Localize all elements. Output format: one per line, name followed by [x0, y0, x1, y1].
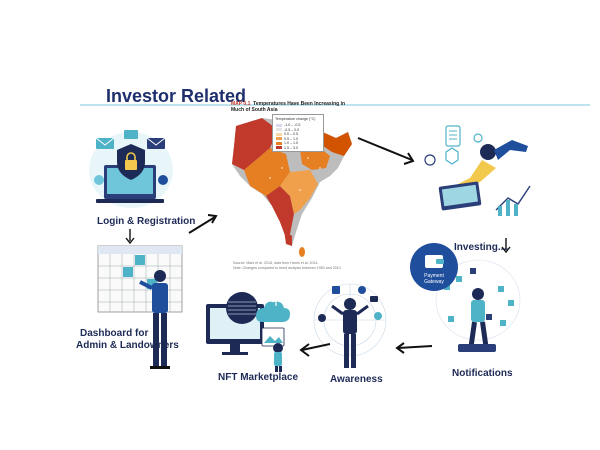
label-nft-marketplace: NFT Marketplace — [218, 372, 299, 383]
legend-item: -0.5 – 0.0 — [276, 128, 299, 132]
badge-line1: Payment — [424, 273, 444, 279]
map-source: Source: Mani et al. 2018, data from Harr… — [233, 261, 342, 270]
label-awareness: Awareness — [330, 374, 383, 385]
badge-line2: Gateway — [424, 279, 444, 285]
cloud-upload-icon — [256, 301, 290, 322]
title-divider — [80, 104, 590, 106]
image-icon — [261, 327, 285, 347]
login-illustration — [89, 130, 173, 208]
legend-title: Temperature change (°C) — [275, 117, 316, 121]
nft-marketplace-illustration — [206, 292, 290, 372]
legend-item: 0.5 – 1.0 — [276, 137, 298, 141]
page-title: Investor Related — [106, 86, 247, 106]
legend-item: 0.0 – 0.5 — [276, 132, 298, 136]
legend-item: -1.0 – -0.5 — [276, 123, 300, 127]
legend-item: 1.5 – 3.0 — [276, 146, 298, 150]
notifications-illustration — [435, 259, 521, 352]
awareness-illustration — [313, 283, 387, 368]
label-login-registration: Login & Registration — [97, 216, 196, 227]
map-legend: Temperature change (°C) -1.0 – -0.5 -0.5… — [272, 114, 324, 152]
lock-icon — [125, 160, 137, 170]
payment-gateway-badge: Payment Gateway — [410, 243, 458, 291]
map-caption-text: Temperatures Have Been Increasing in Muc… — [231, 101, 346, 113]
label-dashboard-line1: Dashboard for — [80, 328, 149, 339]
label-notifications: Notifications — [452, 368, 513, 379]
mail-icon — [96, 138, 114, 149]
investor-illustration — [424, 125, 531, 216]
wallet-icon — [425, 255, 444, 268]
label-investing: Investing.... — [454, 242, 510, 253]
label-dashboard-line2: Admin & Landowners — [76, 340, 179, 351]
map-caption: MAP 0.1 Temperatures Have Been Increasin… — [231, 101, 351, 113]
legend-item: 1.0 – 1.5 — [276, 141, 298, 145]
dashboard-illustration — [97, 245, 183, 369]
map-code: MAP 0.1 — [231, 101, 251, 107]
